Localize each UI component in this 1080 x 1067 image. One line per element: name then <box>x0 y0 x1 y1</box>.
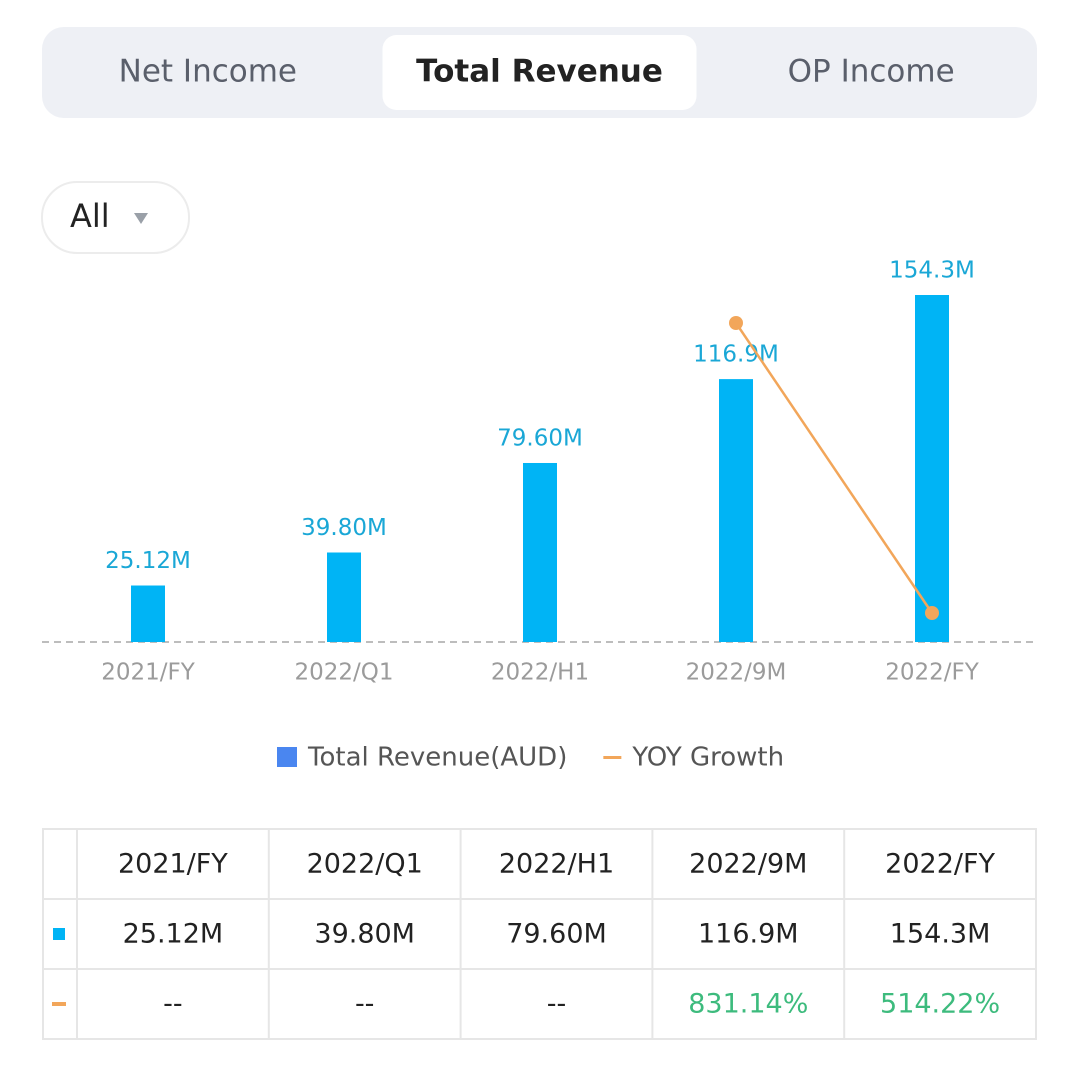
dropdown-arrow[interactable] <box>134 213 148 224</box>
line <box>734 322 934 614</box>
table-header: 2022/FY <box>885 849 995 880</box>
x-tick-label: 2021/FY <box>101 660 196 686</box>
bar-value-label: 116.9M <box>693 342 779 368</box>
bar <box>523 462 557 642</box>
table-cell: 39.80M <box>314 919 415 950</box>
legend-swatch <box>603 756 622 759</box>
table-cell: -- <box>547 989 567 1020</box>
table-row-marker <box>52 1002 66 1006</box>
line-point <box>925 606 939 620</box>
x-tick-label: 2022/Q1 <box>294 660 393 686</box>
bar-value-label: 25.12M <box>105 548 191 574</box>
table-cell: 116.9M <box>698 919 799 950</box>
line-point <box>729 316 743 330</box>
table-row-marker <box>53 928 65 940</box>
table-cell: 154.3M <box>890 919 991 950</box>
bar-value-label: 154.3M <box>889 258 975 284</box>
tab-selected[interactable] <box>382 35 697 110</box>
x-tick-label: 2022/FY <box>885 660 980 686</box>
tab-label[interactable]: Total Revenue <box>416 54 663 90</box>
table-header: 2022/9M <box>689 849 807 880</box>
x-tick-label: 2022/H1 <box>491 660 589 686</box>
table-header: 2022/Q1 <box>307 849 423 880</box>
x-tick-label: 2022/9M <box>686 660 787 686</box>
bar <box>131 585 165 642</box>
tab-label[interactable]: OP Income <box>788 54 955 90</box>
table-border <box>42 828 1037 1040</box>
table-header: 2022/H1 <box>499 849 614 880</box>
table-cell: -- <box>355 989 375 1020</box>
filter-label[interactable]: All <box>70 197 110 235</box>
table-cell: 25.12M <box>123 919 224 950</box>
table-cell: 514.22% <box>880 989 1000 1020</box>
tab-label[interactable]: Net Income <box>119 54 297 90</box>
bar-value-label: 39.80M <box>301 515 387 541</box>
table-cell: 831.14% <box>688 989 808 1020</box>
table-header: 2021/FY <box>118 849 228 880</box>
legend-swatch <box>277 747 297 767</box>
bar <box>915 295 949 642</box>
table-cell: 79.60M <box>506 919 607 950</box>
filter-dropdown[interactable] <box>41 181 190 254</box>
legend-label: YOY Growth <box>631 743 784 773</box>
legend-label: Total Revenue(AUD) <box>307 743 567 773</box>
bar <box>719 379 753 642</box>
table-cell: -- <box>163 989 183 1020</box>
bar <box>327 552 361 642</box>
bar-value-label: 79.60M <box>497 425 583 451</box>
